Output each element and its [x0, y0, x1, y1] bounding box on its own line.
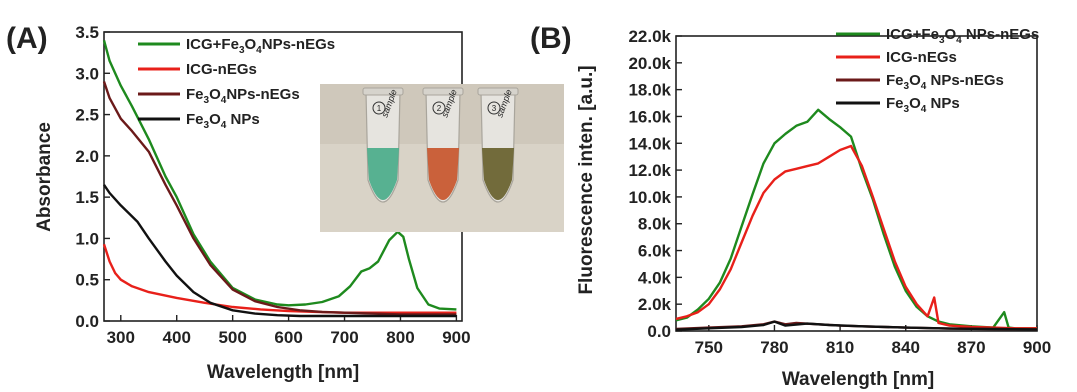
panel-a-y-tick-label: 2.5	[75, 106, 99, 125]
panel-a-y-tick-label: 2.0	[75, 147, 99, 166]
tube-number: 1	[377, 104, 382, 113]
panel-b-legend-entry: Fe3O4 NPs-nEGs	[886, 72, 1004, 92]
panel-a-x-tick-label: 800	[386, 328, 414, 347]
panel-a-x-tick-label: 500	[218, 328, 246, 347]
tube-cap	[422, 87, 464, 96]
panel-b-legend-entry: ICG-nEGs	[886, 49, 957, 66]
panel-b-x-tick-label: 900	[1023, 338, 1051, 357]
panel-a-series-line-1	[102, 243, 457, 314]
panel-b-legend: ICG+Fe3O4 NPs-nEGs ICG-nEGs Fe3O4 NPs-nEGs…	[836, 26, 1039, 115]
panel-b-y-tick-label: 0.0	[647, 322, 671, 341]
panel-b-y-tick-label: 2.0k	[638, 295, 672, 314]
panel-b-x-tick-label: 810	[826, 338, 854, 357]
tube-number-circle	[487, 101, 501, 115]
panel-b-y-tick-label: 8.0k	[638, 215, 672, 234]
panel-a-y-tick-label: 3.5	[75, 23, 99, 42]
panel-b-fluorescence-chart: (B) 750 780 810 840 870 900 0.0 2.0k 4.0k 6.0k 8.0…	[530, 22, 1051, 390]
panel-a-y-tick-label: 3.0	[75, 64, 99, 83]
panel-a-y-tick-label: 1.0	[75, 229, 99, 248]
panel-b-series-lines	[675, 108, 1038, 331]
panel-b-y-tick-label: 14.0k	[628, 134, 671, 153]
panel-b-series-line-3	[675, 320, 1038, 331]
panel-b-x-tick-label: 780	[760, 338, 788, 357]
panel-b-y-tick-label: 4.0k	[638, 268, 672, 287]
panel-b-series-line-1	[675, 144, 1037, 330]
panel-a-label: (A)	[6, 22, 48, 55]
panel-a-legend-entry: ICG+Fe3O4NPs-nEGs	[186, 36, 335, 56]
panel-a-x-tick-label: 300	[107, 328, 135, 347]
panel-a-x-tick-label: 900	[442, 328, 470, 347]
panel-b-y-axis-label: Fluorescence inten. [a.u.]	[576, 65, 597, 294]
tube-number: 2	[437, 104, 442, 113]
tube-liquid	[482, 148, 514, 200]
panel-a-x-tick-label: 700	[330, 328, 358, 347]
panel-a-series-lines	[102, 39, 457, 318]
panel-b-legend-entry: Fe3O4 NPs	[886, 95, 960, 115]
tube-number: 3	[492, 104, 497, 113]
panel-b-x-tick-label: 750	[695, 338, 723, 357]
panel-b-y-tick-label: 20.0k	[628, 54, 671, 73]
panel-a-legend: ICG+Fe3O4NPs-nEGs ICG-nEGs Fe3O4NPs-nEGs Fe…	[138, 36, 335, 131]
panel-a-legend-entry: Fe3O4NPs-nEGs	[186, 86, 300, 106]
panel-b-legend-entry: ICG+Fe3O4 NPs-nEGs	[886, 26, 1039, 46]
panel-b-y-tick-label: 22.0k	[628, 27, 671, 46]
panel-b-y-tick-label: 12.0k	[628, 161, 671, 180]
panel-b-x-tick-label: 840	[892, 338, 920, 357]
panel-b-y-tick-label: 18.0k	[628, 81, 671, 100]
panel-b-y-tick-label: 10.0k	[628, 188, 671, 207]
tube-number-circle	[372, 101, 386, 115]
panel-a-series-line-3	[103, 184, 457, 318]
tube-liquid	[427, 148, 459, 200]
panel-b-series-line-0	[675, 108, 1037, 330]
tube-liquid	[367, 148, 399, 200]
panel-b-plot-frame	[675, 35, 1038, 332]
panel-a-y-tick-label: 0.0	[75, 312, 99, 331]
panel-a-y-tick-label: 1.5	[75, 188, 99, 207]
panel-a-absorbance-chart: (A) 300 400 500 600 700 800 900 0.0 0.5 1.0 1.5 2.0…	[6, 22, 564, 383]
tube-cap	[362, 87, 404, 96]
tube-cap	[477, 87, 519, 96]
panel-b-ticks: 750 780 810 840 870 900 0.0 2.0k 4.0k 6.0k 8.0k 10.…	[628, 27, 1051, 357]
panel-a-legend-entry: Fe3O4 NPs	[186, 111, 260, 131]
panel-a-x-tick-label: 400	[163, 328, 191, 347]
panel-a-x-tick-label: 600	[274, 328, 302, 347]
panel-b-y-tick-label: 16.0k	[628, 107, 671, 126]
panel-b-y-tick-label: 6.0k	[638, 242, 672, 261]
panel-a-series-line-0	[102, 39, 457, 311]
panel-a-legend-entry: ICG-nEGs	[186, 61, 257, 78]
panel-a-ticks: 300 400 500 600 700 800 900 0.0 0.5 1.0 1.5 2.0 2.5 3…	[75, 23, 470, 347]
panel-b-x-tick-label: 870	[957, 338, 985, 357]
panel-b-x-axis-label: Wavelength [nm]	[782, 369, 934, 390]
panel-a-y-tick-label: 0.5	[75, 271, 99, 290]
panel-a-x-axis-label: Wavelength [nm]	[207, 362, 359, 383]
tube-number-circle	[432, 101, 446, 115]
panel-b-label: (B)	[530, 22, 572, 55]
panel-a-series-line-2	[102, 81, 457, 316]
panel-a-y-axis-label: Absorbance	[34, 122, 55, 232]
